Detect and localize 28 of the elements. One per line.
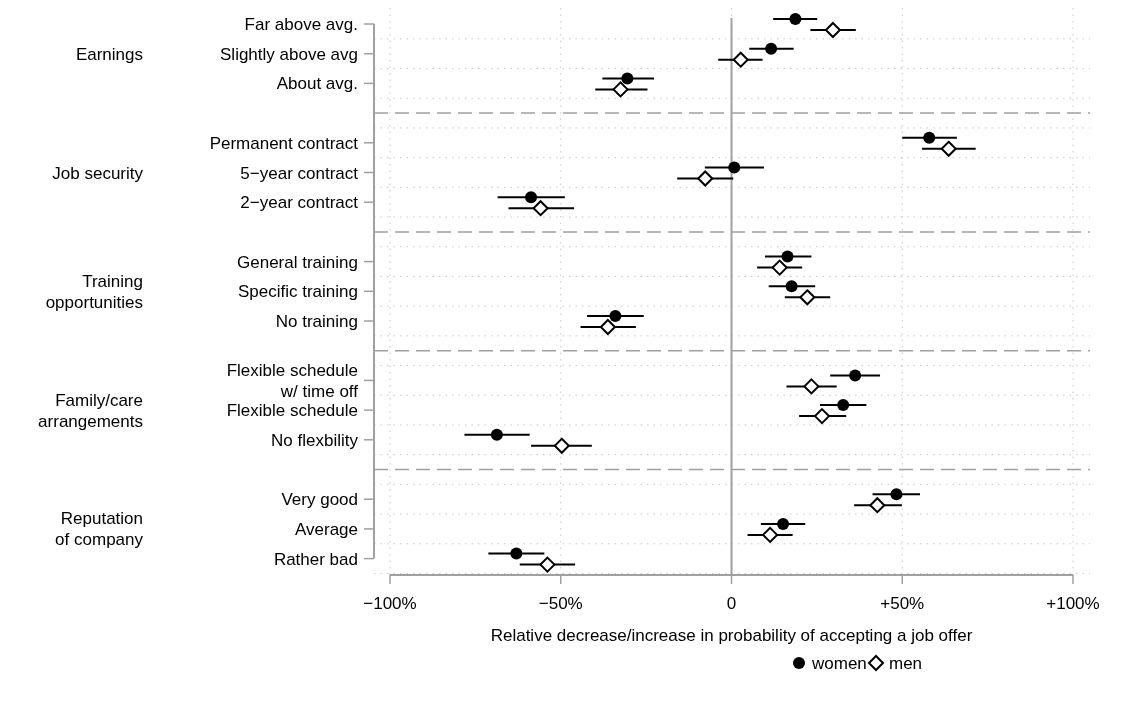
y-tick-label: 5−year contract	[240, 163, 359, 182]
x-tick-label: +50%	[880, 593, 925, 613]
x-tick-label: −50%	[538, 593, 583, 613]
x-tick-label: +100%	[1046, 593, 1100, 613]
x-tick-label: −100%	[363, 593, 417, 613]
y-tick-label: General training	[237, 252, 358, 272]
text: Training opportunities	[45, 271, 143, 312]
y-tick-label: Slightly above avg	[220, 44, 358, 64]
y-tick-label: Flexible schedule w/ time off	[226, 360, 359, 401]
x-tick-label: 0	[726, 593, 737, 613]
y-tick-label: Flexible schedule	[226, 400, 358, 420]
y-tick-label: Far above avg.	[244, 14, 358, 34]
y-tick-label: Very good	[281, 489, 358, 509]
y-tick-label: Rather bad	[273, 549, 358, 569]
y-tick-label: Permanent contract	[209, 133, 359, 153]
text: Reputation of company	[55, 508, 144, 549]
y-tick-label: No training	[275, 311, 358, 331]
y-tick-label: About avg.	[276, 73, 358, 93]
text: Job security	[52, 163, 144, 182]
y-tick-label: Average	[294, 519, 358, 539]
x-axis-title: Relative decrease/increase in probability of accepting a job offer	[490, 625, 973, 645]
y-tick-label: No flexbility	[271, 430, 359, 450]
text: Family/care arrangements	[38, 390, 143, 431]
y-tick-label: 2−year contract	[240, 192, 359, 212]
legend-label: men	[889, 653, 923, 673]
y-tick-label: Specific training	[237, 281, 358, 301]
legend-label: women	[811, 653, 867, 673]
text: Earnings	[75, 44, 143, 64]
